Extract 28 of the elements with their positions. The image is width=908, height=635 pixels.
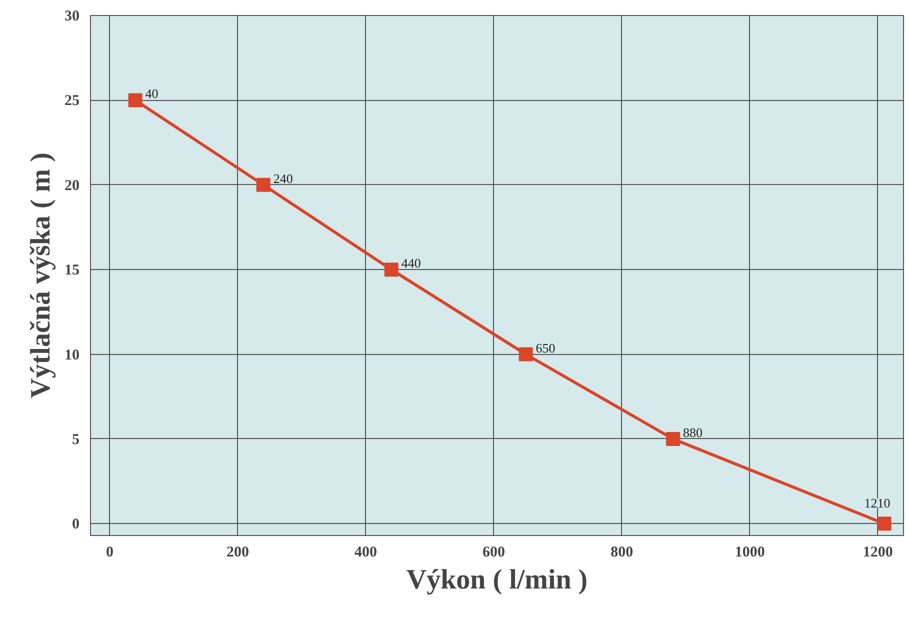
point [518,347,533,362]
annotation: 880 [683,424,703,440]
x-tick-label: 0 [106,544,114,560]
y-tick-label: 30 [64,8,80,24]
x-axis-title: Výkon ( l/min ) [406,564,588,596]
point [384,262,398,277]
annotation: 1210 [864,496,890,511]
y-tick-label: 10 [64,347,80,364]
x-tick-label: 1000 [734,544,765,560]
point [256,178,270,192]
y-tick-label: 0 [72,516,80,533]
y-tick-label: 15 [64,262,80,279]
x-tick-label: 400 [354,544,378,560]
y-tick-label: 20 [64,178,80,194]
annotation: 240 [273,170,293,186]
annotation: 440 [401,256,421,271]
point [877,516,892,531]
x-tick-label: 200 [226,544,249,560]
x-tick-label: 600 [482,544,506,560]
annotation: 40 [145,86,158,102]
x-tick-label: 800 [610,544,634,560]
y-tick-label: 25 [64,93,80,110]
annotation: 650 [536,340,556,356]
x-tick-label: 1200 [862,544,893,560]
point [128,93,142,108]
y-axis-title: Výtlačná výška ( m ) [26,152,56,398]
y-tick-label: 5 [72,432,80,448]
point [666,432,680,446]
